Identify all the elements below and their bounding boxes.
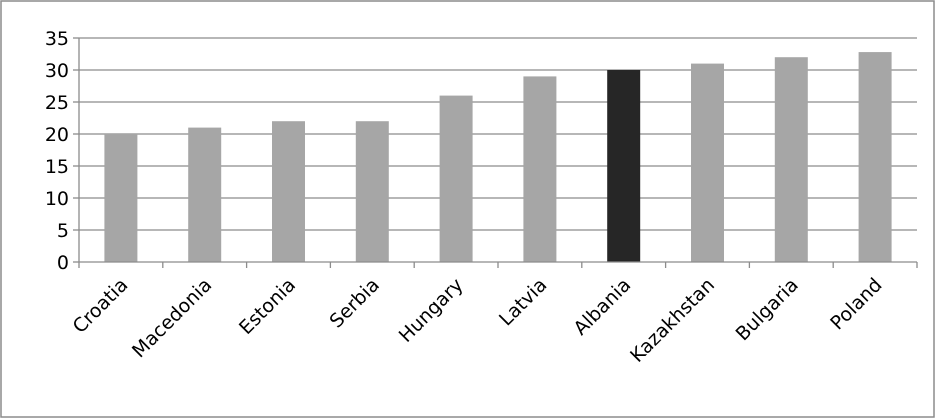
bar-kazakhstan [691,63,724,262]
bar-poland [858,52,892,262]
bar-serbia [355,121,389,262]
bar-albania [607,70,641,262]
y-axis-tick-labels: 0 5 10 15 20 25 30 35 [45,28,69,274]
y-tick-label: 15 [45,156,69,178]
bar-hungary [439,95,473,262]
bar-croatia [104,134,138,262]
y-tick-label: 5 [57,220,69,242]
y-tick-label: 35 [45,28,69,50]
y-tick-label: 30 [45,60,69,82]
y-tick-label: 0 [57,252,69,274]
bar-macedonia [188,127,222,262]
bar-latvia [523,76,557,263]
axes [73,37,918,268]
y-tick-label: 10 [45,188,69,210]
y-tick-label: 25 [45,92,69,114]
y-tick-label: 20 [45,124,69,146]
bars [104,52,892,263]
bar-estonia [272,121,305,262]
bar-bulgaria [774,57,808,263]
